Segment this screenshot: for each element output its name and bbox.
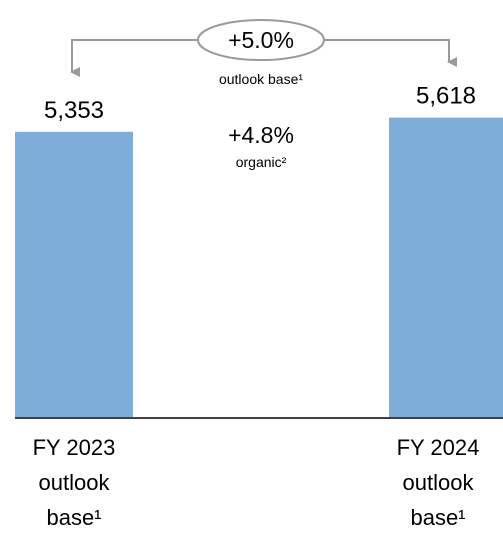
- organic-note: organic²: [236, 154, 287, 170]
- category-label: FY 2024 outlook base¹: [396, 435, 480, 530]
- category-label: FY 2023 outlook base¹: [32, 435, 116, 530]
- organic-label: +4.8%: [228, 122, 294, 148]
- growth-ellipse: [197, 19, 325, 61]
- arrow-left: [70, 39, 198, 77]
- arrow-right: [324, 39, 457, 67]
- value-label: 5,618: [416, 83, 476, 110]
- bar: [389, 117, 503, 418]
- bar: [15, 131, 133, 418]
- growth-note: outlook base¹: [219, 71, 303, 87]
- growth-label: +5.0%: [228, 27, 294, 53]
- value-label: 5,353: [44, 97, 104, 124]
